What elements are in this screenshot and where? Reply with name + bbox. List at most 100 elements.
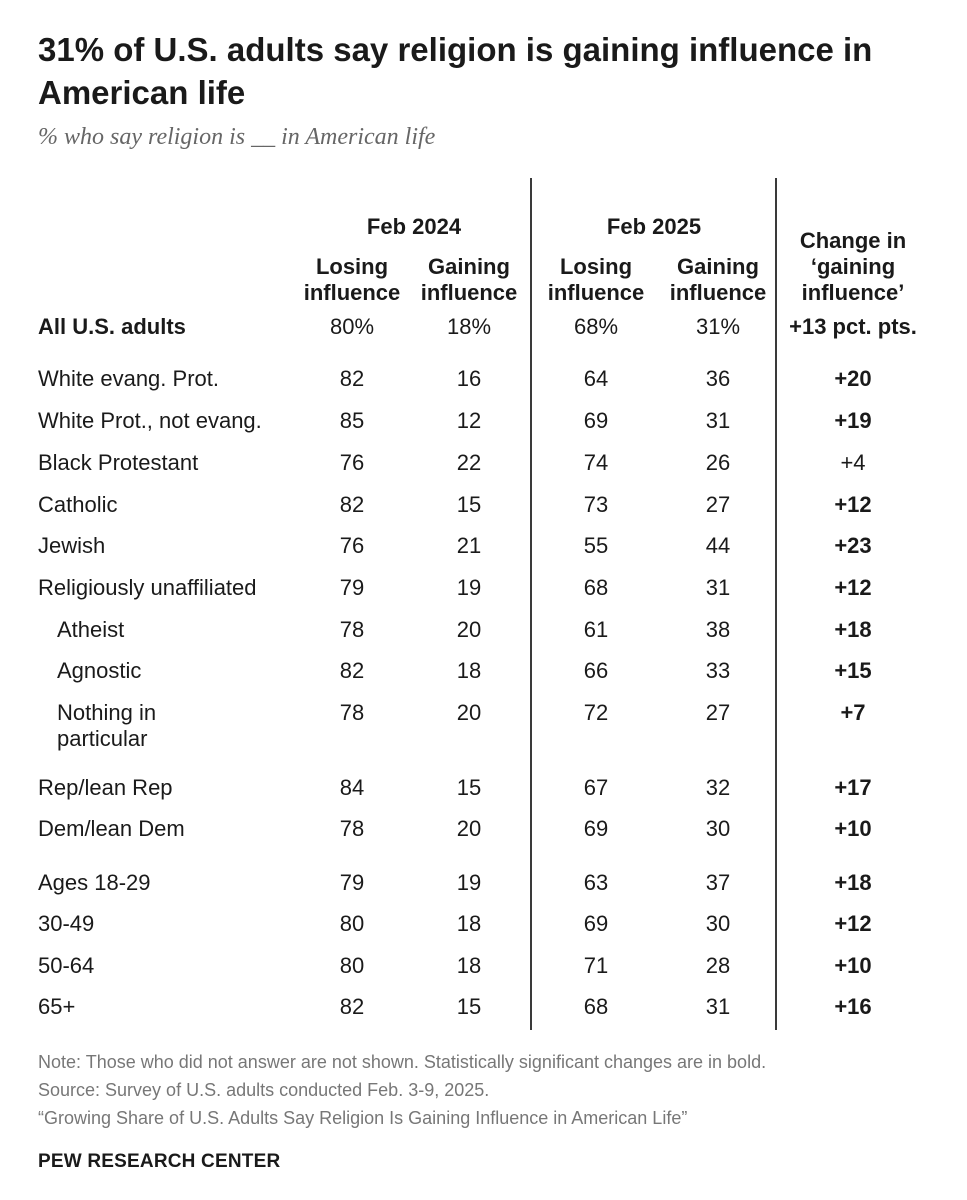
column-header-gaining-2025: Gaining influence [669,254,767,305]
value-gaining-2025: 30 [705,816,731,841]
value-gaining-2025: 28 [705,953,731,978]
table-row: Dem/lean Dem 78 20 69 30 +10 [0,816,967,846]
value-losing-2024: 80 [339,911,365,936]
value-gaining-2024: 18 [456,658,482,683]
value-gaining-2024: 15 [456,775,482,800]
value-gaining-2025: 38 [705,617,731,642]
row-label: White evang. Prot. [38,366,219,391]
value-gaining-2024: 18 [456,953,482,978]
value-losing-2024: 84 [339,775,365,800]
value-change: +13 pct. pts. [789,314,917,339]
table-row: Catholic 82 15 73 27 +12 [0,492,967,522]
value-gaining-2025: 30 [705,911,731,936]
value-change: +12 [834,492,872,517]
row-label: Religiously unaffiliated [38,575,257,600]
table-row: Rep/lean Rep 84 15 67 32 +17 [0,775,967,805]
value-losing-2024: 78 [339,700,365,725]
table-row: White evang. Prot. 82 16 64 36 +20 [0,366,967,396]
row-label: Nothing in particular [57,700,157,751]
value-losing-2024: 76 [339,533,365,558]
row-label: White Prot., not evang. [38,408,262,433]
value-change: +10 [834,816,872,841]
value-losing-2024: 78 [339,617,365,642]
row-label: Catholic [38,492,118,517]
value-losing-2024: 76 [339,450,365,475]
value-change: +17 [834,775,872,800]
value-losing-2025: 68 [583,575,609,600]
row-label: 65+ [38,994,76,1019]
chart-title: 31% of U.S. adults say religion is gaini… [38,31,873,111]
brand-logo-text: PEW RESEARCH CENTER [38,1151,281,1172]
table-row: 30-49 80 18 69 30 +12 [0,911,967,941]
value-change: +12 [834,575,872,600]
value-losing-2025: 67 [583,775,609,800]
value-gaining-2025: 31% [695,314,741,339]
value-change: +18 [834,870,872,895]
value-losing-2025: 69 [583,816,609,841]
value-gaining-2024: 15 [456,492,482,517]
row-label: Dem/lean Dem [38,816,185,841]
value-losing-2025: 69 [583,911,609,936]
footnote-note: Note: Those who did not answer are not s… [38,1052,767,1072]
value-change: +10 [834,953,872,978]
column-header-gaining-2024: Gaining influence [420,254,518,305]
value-losing-2025: 71 [583,953,609,978]
value-change: +15 [834,658,872,683]
value-gaining-2025: 36 [705,366,731,391]
table-row: Black Protestant 76 22 74 26 +4 [0,450,967,480]
table-row: White Prot., not evang. 85 12 69 31 +19 [0,408,967,438]
value-gaining-2024: 21 [456,533,482,558]
chart-subtitle: % who say religion is __ in American lif… [38,124,436,150]
value-losing-2024: 82 [339,994,365,1019]
table-row: Atheist 78 20 61 38 +18 [0,617,967,647]
row-label: 30-49 [38,911,95,936]
value-change: +4 [840,450,866,475]
value-gaining-2024: 15 [456,994,482,1019]
value-losing-2024: 78 [339,816,365,841]
period-header-2024: Feb 2024 [366,214,462,239]
value-losing-2025: 74 [583,450,609,475]
value-change: +16 [834,994,872,1019]
row-label: Ages 18-29 [38,870,151,895]
footnote-report-title: “Growing Share of U.S. Adults Say Religi… [38,1108,688,1128]
value-change: +20 [834,366,872,391]
value-losing-2025: 73 [583,492,609,517]
value-change: +19 [834,408,872,433]
value-gaining-2025: 31 [705,575,731,600]
value-gaining-2024: 19 [456,870,482,895]
row-label: Black Protestant [38,450,199,475]
value-gaining-2025: 32 [705,775,731,800]
value-gaining-2024: 12 [456,408,482,433]
value-losing-2025: 68% [573,314,619,339]
divider-line-left [530,178,532,1030]
value-losing-2024: 82 [339,658,365,683]
row-label: Agnostic [57,658,142,683]
table-row: Jewish 76 21 55 44 +23 [0,533,967,563]
column-header-change: Change in ‘gaining influence’ [799,228,907,305]
row-label: All U.S. adults [38,314,186,339]
value-change: +12 [834,911,872,936]
value-gaining-2025: 31 [705,994,731,1019]
column-header-losing-2025: Losing influence [547,254,645,305]
value-losing-2025: 69 [583,408,609,433]
value-gaining-2025: 37 [705,870,731,895]
period-header-2025: Feb 2025 [606,214,702,239]
row-label: Jewish [38,533,106,558]
value-losing-2024: 80% [329,314,375,339]
value-losing-2025: 64 [583,366,609,391]
table-row: Nothing in particular 78 20 72 27 +7 [0,700,967,751]
value-gaining-2024: 19 [456,575,482,600]
footnote-source: Source: Survey of U.S. adults conducted … [38,1080,490,1100]
value-change: +23 [834,533,872,558]
value-losing-2024: 85 [339,408,365,433]
table-row: Religiously unaffiliated 79 19 68 31 +12 [0,575,967,605]
value-gaining-2024: 22 [456,450,482,475]
value-gaining-2025: 27 [705,492,731,517]
value-losing-2024: 80 [339,953,365,978]
row-label: Rep/lean Rep [38,775,173,800]
row-label: 50-64 [38,953,95,978]
value-change: +7 [840,700,866,725]
table-row: 50-64 80 18 71 28 +10 [0,953,967,983]
value-losing-2024: 82 [339,366,365,391]
table-row: 65+ 82 15 68 31 +16 [0,994,967,1024]
